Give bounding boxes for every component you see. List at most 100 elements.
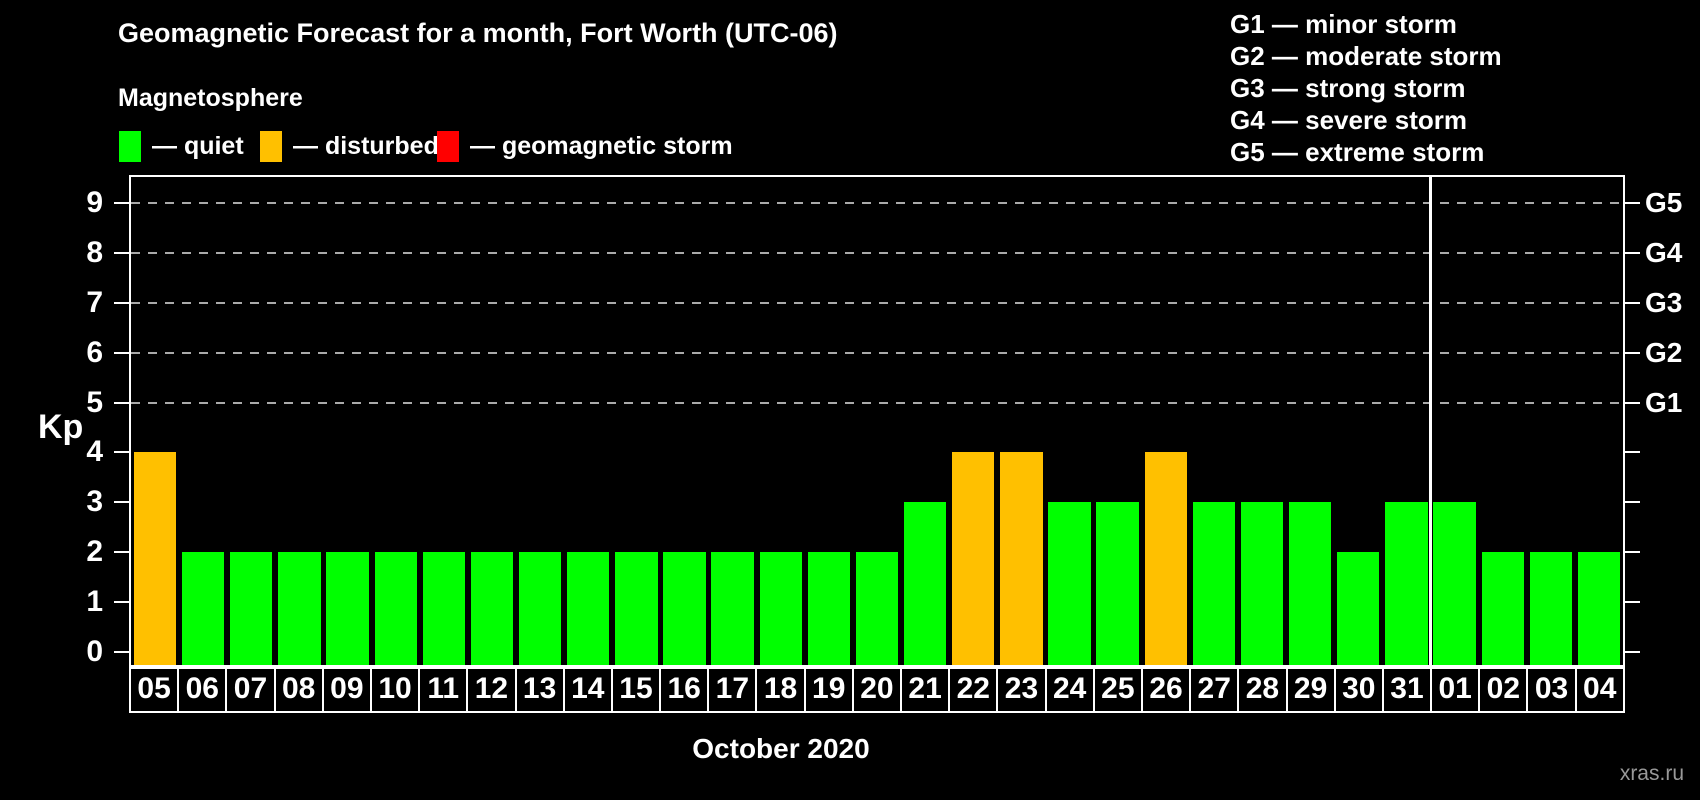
kp-bar-day-31 (1385, 502, 1428, 667)
y-axis-tick (114, 601, 129, 604)
kp-bar-day-13 (518, 552, 562, 667)
right-axis-tick (1625, 601, 1640, 604)
kp-bar-day-19 (807, 552, 851, 667)
kp-bar-day-20 (855, 552, 899, 667)
right-axis-label-g1: G1 (1645, 386, 1683, 418)
date-cell: 20 (851, 665, 902, 713)
y-axis-label-kp: Kp (38, 408, 84, 446)
right-axis-tick (1625, 301, 1640, 304)
date-cell: 19 (803, 665, 854, 713)
kp-bar-day-29 (1288, 502, 1332, 667)
date-cell: 05 (129, 665, 180, 713)
y-axis-tick (114, 501, 129, 504)
date-cell: 23 (996, 665, 1047, 713)
y-axis-tick (114, 551, 129, 554)
g-scale-legend-item: G3 — strong storm (1230, 73, 1466, 103)
date-cell: 02 (1478, 665, 1529, 713)
date-cell: 17 (707, 665, 758, 713)
gridline-kp-5 (131, 401, 1623, 404)
y-tick-label: 2 (86, 535, 103, 569)
g-scale-legend-item: G5 — extreme storm (1230, 137, 1485, 167)
y-axis-tick (114, 251, 129, 254)
month-label: October 2020 (692, 733, 870, 764)
right-axis-tick (1625, 251, 1640, 254)
right-axis-tick (1625, 401, 1640, 404)
right-axis-tick (1625, 451, 1640, 454)
y-axis-tick (114, 301, 129, 304)
month-separator-line (1428, 177, 1432, 667)
y-tick-label: 8 (86, 235, 103, 269)
kp-bar-day-26 (1144, 452, 1187, 667)
date-cell: 01 (1430, 665, 1481, 713)
y-tick-label: 4 (86, 435, 103, 469)
storm-color-swatch (437, 131, 459, 162)
kp-bar-day-14 (567, 552, 610, 667)
legend-label-disturbed: — disturbed (293, 132, 439, 160)
date-cell: 03 (1526, 665, 1577, 713)
kp-bar-day-03 (1529, 552, 1572, 667)
y-tick-label: 6 (86, 335, 103, 369)
right-axis-label-g5: G5 (1645, 186, 1683, 218)
g-scale-legend: G1 — minor storm G2 — moderate storm G3 … (1230, 8, 1502, 168)
kp-bar-day-24 (1048, 502, 1091, 667)
date-cell: 25 (1092, 665, 1143, 713)
y-axis-tick (114, 651, 129, 654)
date-cell: 30 (1333, 665, 1384, 713)
g-scale-legend-item: G1 — minor storm (1230, 9, 1457, 39)
legend-item-storm: — geomagnetic storm (437, 131, 733, 162)
right-axis-label-g4: G4 (1645, 236, 1683, 268)
y-axis-tick (114, 451, 129, 454)
kp-bar-day-16 (663, 552, 706, 667)
y-axis-tick (114, 401, 129, 404)
date-cell: 13 (514, 665, 565, 713)
y-axis-tick (114, 201, 129, 204)
date-cell: 27 (1189, 665, 1240, 713)
legend-label-storm: — geomagnetic storm (470, 132, 733, 160)
g-scale-legend-item: G2 — moderate storm (1230, 41, 1502, 71)
kp-bar-day-17 (711, 552, 754, 667)
legend-item-disturbed: — disturbed (260, 131, 439, 162)
kp-bar-day-11 (422, 552, 465, 667)
date-cell: 15 (610, 665, 662, 713)
y-tick-label: 0 (86, 635, 103, 669)
kp-bar-day-23 (1000, 452, 1043, 667)
date-cell: 09 (321, 665, 372, 713)
kp-bar-day-18 (759, 552, 802, 667)
y-tick-label: 5 (86, 385, 103, 419)
kp-bar-day-28 (1240, 502, 1284, 667)
right-axis-tick (1625, 651, 1640, 654)
gridline-kp-9 (131, 201, 1623, 204)
kp-bar-day-06 (182, 552, 225, 667)
date-cell: 12 (466, 665, 517, 713)
kp-bar-day-01 (1433, 502, 1476, 667)
magnetosphere-label: Magnetosphere (118, 84, 303, 112)
gridline-kp-7 (131, 301, 1623, 304)
kp-bar-day-07 (230, 552, 273, 667)
right-axis-label-g3: G3 (1645, 286, 1683, 318)
legend-label-quiet: — quiet (152, 132, 244, 160)
kp-bar-day-10 (374, 552, 417, 667)
y-tick-label: 1 (86, 585, 103, 619)
kp-bar-day-02 (1481, 552, 1524, 667)
date-cell: 18 (755, 665, 806, 713)
gridline-kp-8 (131, 251, 1623, 254)
right-axis-label-g2: G2 (1645, 336, 1683, 368)
kp-bar-day-08 (278, 552, 321, 667)
date-cell: 22 (948, 665, 999, 713)
kp-bar-day-15 (615, 552, 658, 667)
date-cell: 14 (562, 665, 613, 713)
date-cell: 26 (1140, 665, 1192, 713)
quiet-color-swatch (119, 131, 141, 162)
date-cell: 08 (273, 665, 324, 713)
date-cell: 29 (1285, 665, 1336, 713)
plot-area: 0 1 2 3 4 5 6 7 8 9 G1 G2 G3 G4 G5 (86, 175, 1682, 669)
y-tick-label: 9 (86, 185, 103, 219)
date-cell: 10 (369, 665, 421, 713)
kp-bar-day-30 (1337, 552, 1380, 667)
date-cell: 16 (659, 665, 710, 713)
kp-bar-day-27 (1192, 502, 1236, 667)
date-cell: 28 (1237, 665, 1288, 713)
x-axis-date-row: 05 06 07 08 09 10 11 12 13 14 15 16 17 18 19 20 21 22 23 24… (129, 665, 1625, 713)
kp-bar-day-25 (1096, 502, 1139, 667)
